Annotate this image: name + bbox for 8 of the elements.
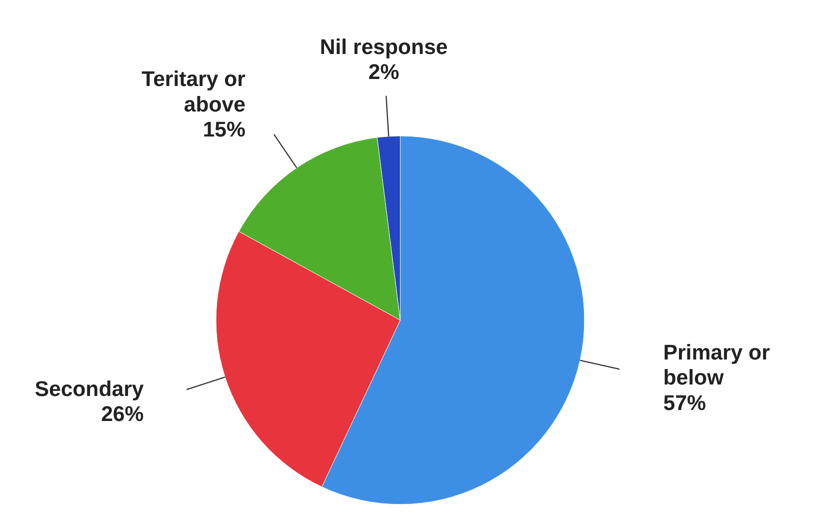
slice-label: Secondary [34, 376, 144, 401]
data-label: 57% [663, 390, 706, 415]
slice-label: Primary or below [663, 340, 770, 390]
slice-label: Nil response [320, 34, 448, 59]
data-label: 26% [101, 402, 144, 426]
data-label: 2% [368, 60, 400, 84]
slice-label: Teritary or above [142, 67, 246, 116]
data-label: 15% [202, 118, 246, 142]
